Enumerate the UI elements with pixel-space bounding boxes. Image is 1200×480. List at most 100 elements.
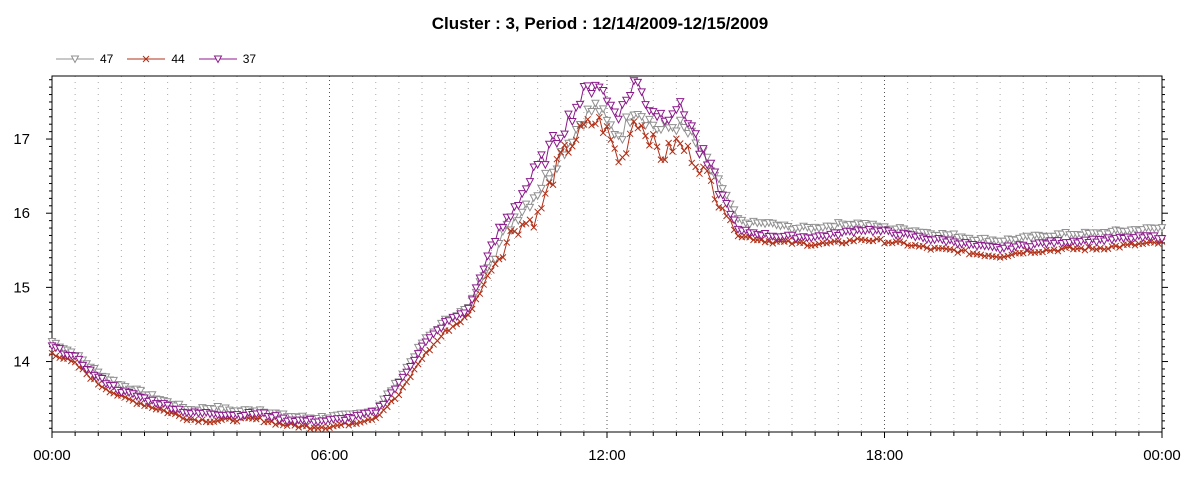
data-point [148,404,156,412]
data-point [603,123,611,130]
data-point [487,241,496,250]
legend-swatch [127,55,166,63]
data-point [842,239,850,247]
data-point [1019,249,1027,257]
data-point [672,127,681,136]
data-point [514,217,523,226]
data-point [1026,243,1036,252]
data-point [606,121,616,130]
data-point [664,116,674,125]
data-point [394,378,404,388]
data-point [1004,252,1012,260]
series-37 [47,77,1167,427]
data-point [584,115,592,123]
data-point [648,121,658,130]
data-point [1011,243,1020,252]
y-axis: 14 15 16 17 [13,79,1168,429]
data-point [267,414,277,423]
data-point [490,238,500,247]
data-point [475,274,485,283]
data-point [788,240,796,247]
chart-title: Cluster : 3, Period : 12/14/2009-12/15/2… [431,14,769,33]
data-point [426,346,434,354]
data-point [1058,245,1066,253]
y-tick-label: 14 [13,354,30,371]
data-point [602,116,612,125]
data-point [706,159,716,168]
legend-swatch [198,55,237,64]
data-point [718,191,727,200]
data-point [703,167,711,175]
data-point [444,317,454,326]
data-point [553,155,561,163]
data-point [552,140,562,149]
data-point [78,361,88,370]
data-point [179,415,187,422]
data-point [525,178,535,187]
data-point [637,113,647,122]
data-point [784,237,792,245]
x-tick-label: 00:00 [33,447,71,464]
legend: 47 44 37 [56,49,270,69]
data-point [618,101,627,110]
data-point [48,349,56,357]
data-point [530,224,538,231]
data-point [436,324,446,333]
data-point [371,409,381,418]
data-point [303,422,310,430]
data-point [675,116,685,125]
data-point [606,101,616,110]
data-point [538,204,545,212]
data-point [888,239,896,247]
data-point [568,142,576,150]
data-point [425,334,435,343]
data-point [1092,238,1101,247]
data-point [453,320,461,328]
data-point [1157,235,1167,244]
data-point [403,378,410,386]
data-point [498,224,508,233]
data-point [533,192,542,201]
data-point [1085,243,1093,251]
data-point [1084,239,1094,248]
data-point [765,238,773,245]
data-point [460,309,469,318]
data-point [318,424,326,431]
data-point [479,265,489,274]
data-point [999,244,1009,253]
data-point [1076,231,1086,240]
legend-entry-47: 47 [56,52,113,66]
data-point [198,416,206,424]
data-point [160,407,168,414]
data-point [999,237,1009,246]
data-point [147,391,157,400]
y-tick-label: 16 [13,205,30,222]
data-point [588,121,595,129]
data-point [1008,251,1016,259]
data-point [927,246,935,253]
data-point [575,100,585,109]
data-point [591,99,600,108]
data-point [515,231,522,238]
legend-label: 37 [242,52,257,66]
data-point [521,185,531,194]
data-point [1157,224,1167,233]
data-point [452,313,462,322]
series-markers [48,113,1166,432]
data-point [679,111,689,120]
data-point [572,136,580,144]
data-point [484,272,491,280]
data-point [540,169,550,178]
data-point [675,98,685,107]
data-point [734,232,742,240]
data-point [950,246,958,254]
data-point [800,239,807,247]
data-point [499,253,507,261]
data-point [295,424,303,431]
data-point [556,134,566,143]
data-point [637,88,647,97]
data-point [252,415,260,423]
data-point [923,244,931,252]
data-point [540,161,550,170]
data-point [418,355,426,363]
